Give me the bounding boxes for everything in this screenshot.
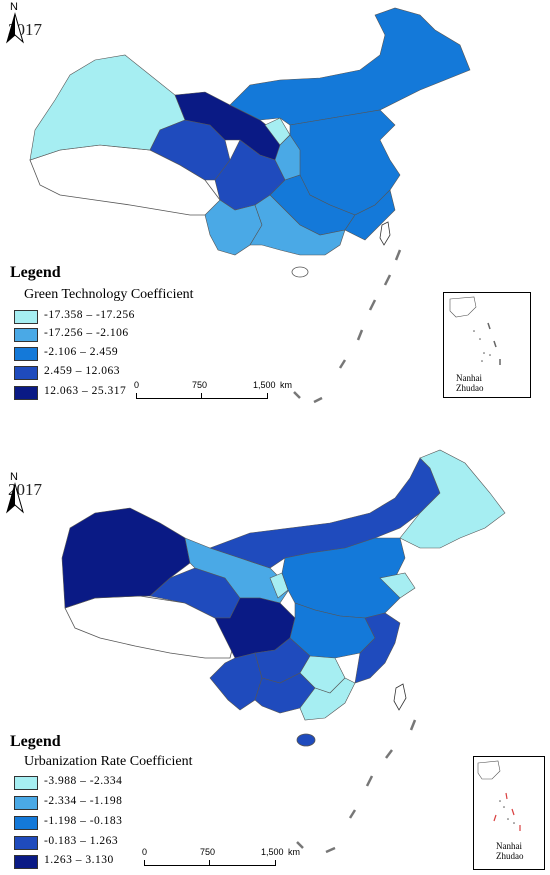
nine-dash-line (296, 719, 417, 854)
scale-max: 1,500 (253, 380, 276, 390)
legend-title: Legend (10, 733, 61, 750)
inset-label-line1: Nanhai (456, 373, 482, 383)
legend-row: -3.988 – -2.334 (14, 775, 314, 790)
region-taiwan (393, 683, 407, 711)
nine-dash-line (293, 249, 402, 404)
region-inner-mongolia (229, 7, 471, 126)
map-panel-green-technology: 2017 N Legend Green Technology Coefficie… (0, 0, 550, 437)
region-east-coast (344, 189, 396, 241)
legend-row: -0.183 – 1.263 (14, 835, 314, 850)
inset-label-line2: Zhudao (496, 851, 524, 861)
legend-row: -2.106 – 2.459 (14, 346, 314, 361)
legend-swatch (14, 310, 38, 324)
china-map-green-technology (29, 7, 471, 404)
legend-swatch (14, 816, 38, 830)
legend-swatch (14, 836, 38, 850)
north-label: N (10, 1, 18, 13)
legend-swatch (14, 796, 38, 810)
legend-range: -1.198 – -0.183 (44, 815, 123, 827)
legend-row: 12.063 – 25.317 (14, 385, 314, 400)
region-hainan (291, 266, 309, 278)
legend-range: -3.988 – -2.334 (44, 775, 123, 787)
legend-range: -2.106 – 2.459 (44, 346, 119, 358)
legend-row: -17.256 – -2.106 (14, 327, 314, 342)
region-south (249, 194, 346, 256)
legend-range: 12.063 – 25.317 (44, 385, 127, 397)
legend-row: -2.334 – -1.198 (14, 795, 314, 810)
legend-swatch (14, 347, 38, 361)
region-xinjiang (29, 54, 186, 161)
region-qinghai (149, 119, 231, 181)
legend-row: -17.358 – -17.256 (14, 309, 314, 324)
legend-range: -0.183 – 1.263 (44, 835, 119, 847)
region-guangdong (299, 677, 356, 721)
scale-zero: 0 (134, 380, 140, 390)
legend-row: 2.459 – 12.063 (14, 365, 314, 380)
legend-range: -2.334 – -1.198 (44, 795, 123, 807)
region-hainan (296, 733, 316, 747)
inset-label-line2: Zhudao (456, 383, 484, 393)
region-east-coast (354, 612, 401, 684)
north-arrow-icon: N (6, 1, 24, 44)
north-arrow-icon: N (6, 471, 24, 514)
south-china-sea-inset: Nanhai Zhudao (443, 292, 531, 398)
scale-mid: 750 (200, 847, 216, 857)
legend-row: 1.263 – 3.130 (14, 854, 314, 869)
region-shandong (379, 572, 416, 599)
legend-subtitle: Green Technology Coefficient (24, 287, 194, 302)
region-north-china (281, 537, 406, 619)
scale-bar: 0 750 1,500 km (138, 847, 308, 873)
scale-mid: 750 (192, 380, 208, 390)
legend-title: Legend (10, 264, 61, 281)
scale-zero: 0 (142, 847, 148, 857)
south-china-sea-inset: Nanhai Zhudao (473, 756, 545, 870)
legend-subtitle: Urbanization Rate Coefficient (24, 754, 193, 769)
region-taiwan (379, 221, 391, 246)
legend-range: -17.358 – -17.256 (44, 309, 135, 321)
north-label: N (10, 471, 18, 483)
legend-swatch (14, 855, 38, 869)
map-panel-urbanization: 2017 N Legend Urbanization Rate Coeffici… (0, 438, 550, 875)
scale-max: 1,500 (261, 847, 284, 857)
region-northeast (399, 449, 506, 549)
scale-bar: 0 750 1,500 km (130, 380, 300, 406)
legend-row: -1.198 – -0.183 (14, 815, 314, 830)
china-map-urbanization (61, 449, 506, 854)
region-yunnan (209, 652, 263, 711)
legend-swatch (14, 328, 38, 342)
scale-unit: km (288, 847, 300, 857)
inset-label-line1: Nanhai (496, 841, 522, 851)
legend-range: -17.256 – -2.106 (44, 327, 129, 339)
legend-swatch (14, 776, 38, 790)
legend-range: 1.263 – 3.130 (44, 854, 114, 866)
scale-unit: km (280, 380, 292, 390)
legend-range: 2.459 – 12.063 (44, 365, 120, 377)
legend-swatch (14, 386, 38, 400)
legend-swatch (14, 366, 38, 380)
